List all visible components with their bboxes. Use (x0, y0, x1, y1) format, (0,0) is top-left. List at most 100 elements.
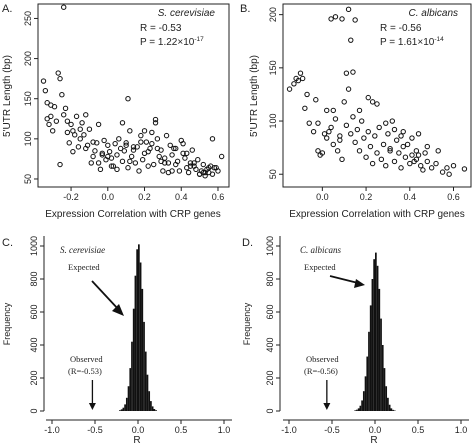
data-point (391, 126, 398, 133)
y-tick-label: 0 (265, 408, 275, 413)
data-point (337, 133, 343, 139)
x-axis-label: Expression Correlation with CRP genes (45, 209, 220, 220)
data-point (165, 160, 172, 166)
data-point (125, 165, 131, 171)
y-tick-label: 800 (29, 271, 39, 286)
data-point (59, 91, 65, 98)
data-point (152, 116, 159, 123)
panel-a: A. -0.2 0.0 0.2 0.4 0.6 50 100 150 200 250 S. ce… (2, 3, 230, 220)
data-point (372, 133, 378, 139)
y-tick-label: 50 (268, 169, 278, 179)
data-point (365, 128, 371, 135)
data-point (400, 143, 406, 150)
histogram-bar (120, 409, 123, 411)
histogram-bar (392, 409, 394, 411)
x-tick-label: 0.0 (132, 425, 145, 435)
data-point (413, 148, 420, 154)
data-point (108, 163, 115, 169)
data-point (128, 153, 135, 160)
r-value: R = -0.56 (380, 23, 422, 34)
data-point (110, 163, 116, 169)
data-point (55, 70, 61, 76)
data-point (297, 70, 304, 76)
data-point (363, 154, 369, 160)
data-point (169, 152, 175, 158)
data-point (114, 152, 120, 158)
histogram-bar (373, 259, 375, 411)
data-point (151, 161, 157, 168)
data-point (123, 142, 129, 148)
data-point (53, 118, 60, 124)
data-point (291, 81, 297, 87)
species-label: C. albicans (300, 245, 341, 255)
data-point (319, 150, 326, 156)
expected-arrowhead (354, 279, 365, 288)
data-point (154, 145, 161, 152)
data-point (354, 126, 361, 133)
data-point (187, 160, 194, 166)
expected-arrowhead (112, 304, 124, 316)
data-point (328, 16, 334, 22)
data-point (61, 4, 67, 10)
data-point (310, 128, 317, 135)
data-point (44, 116, 50, 122)
y-tick-label: 200 (268, 7, 278, 22)
data-point (191, 160, 197, 166)
y-tick-label: 100 (268, 114, 278, 129)
panel-d: D. -1.0 -0.5 0.0 0.5 1.0 0 200 400 600 800 1000 C… (242, 236, 469, 445)
data-point (398, 133, 404, 139)
data-point (330, 107, 336, 114)
species-label: S. cerevisiae (158, 8, 216, 19)
data-point (127, 158, 133, 165)
data-point (415, 152, 422, 158)
data-point (374, 101, 380, 107)
data-point (195, 157, 201, 163)
data-point (444, 165, 450, 171)
data-point (167, 142, 173, 148)
panel-label: A. (2, 3, 12, 15)
histogram-bar (378, 288, 381, 411)
y-tick-label: 50 (23, 174, 33, 184)
histogram-bar (371, 279, 374, 411)
histogram-bar (369, 305, 372, 411)
data-point (352, 17, 358, 23)
data-point (295, 77, 302, 84)
data-point (62, 105, 69, 112)
data-point (424, 143, 430, 150)
observed-label: Observed (306, 354, 339, 364)
data-point (171, 145, 177, 152)
x-axis-label: Expression Correlation with CRP genes (289, 209, 464, 220)
data-point (413, 156, 420, 163)
histogram-bar (375, 252, 377, 411)
data-point (182, 155, 188, 161)
x-axis-label: R (133, 435, 140, 445)
data-point (163, 132, 170, 139)
data-point (302, 105, 308, 111)
data-point (365, 94, 371, 101)
histogram-bar (356, 409, 358, 411)
y-axis: 50 100 150 200 (268, 7, 283, 179)
data-point (101, 137, 107, 144)
histogram-bar (148, 391, 151, 411)
y-tick-label: 1000 (29, 236, 39, 256)
data-point (176, 168, 183, 174)
y-axis: 0 200 400 600 800 1000 (29, 236, 44, 414)
histogram-bars (354, 252, 396, 411)
data-point (112, 140, 118, 147)
data-point (380, 141, 387, 148)
data-point (435, 148, 441, 154)
histogram-bar (390, 408, 393, 411)
data-point (356, 148, 363, 154)
data-point (185, 169, 192, 176)
data-point (158, 158, 164, 165)
data-point (64, 118, 71, 124)
y-axis: 0 200 400 600 800 1000 (265, 236, 280, 414)
scatter-points (40, 4, 225, 179)
data-point (374, 150, 380, 156)
data-point (418, 163, 424, 169)
data-point (117, 145, 124, 152)
data-point (385, 131, 391, 137)
x-tick-label: 0.0 (102, 192, 115, 202)
data-point (321, 131, 328, 137)
histogram-bar (381, 345, 384, 411)
